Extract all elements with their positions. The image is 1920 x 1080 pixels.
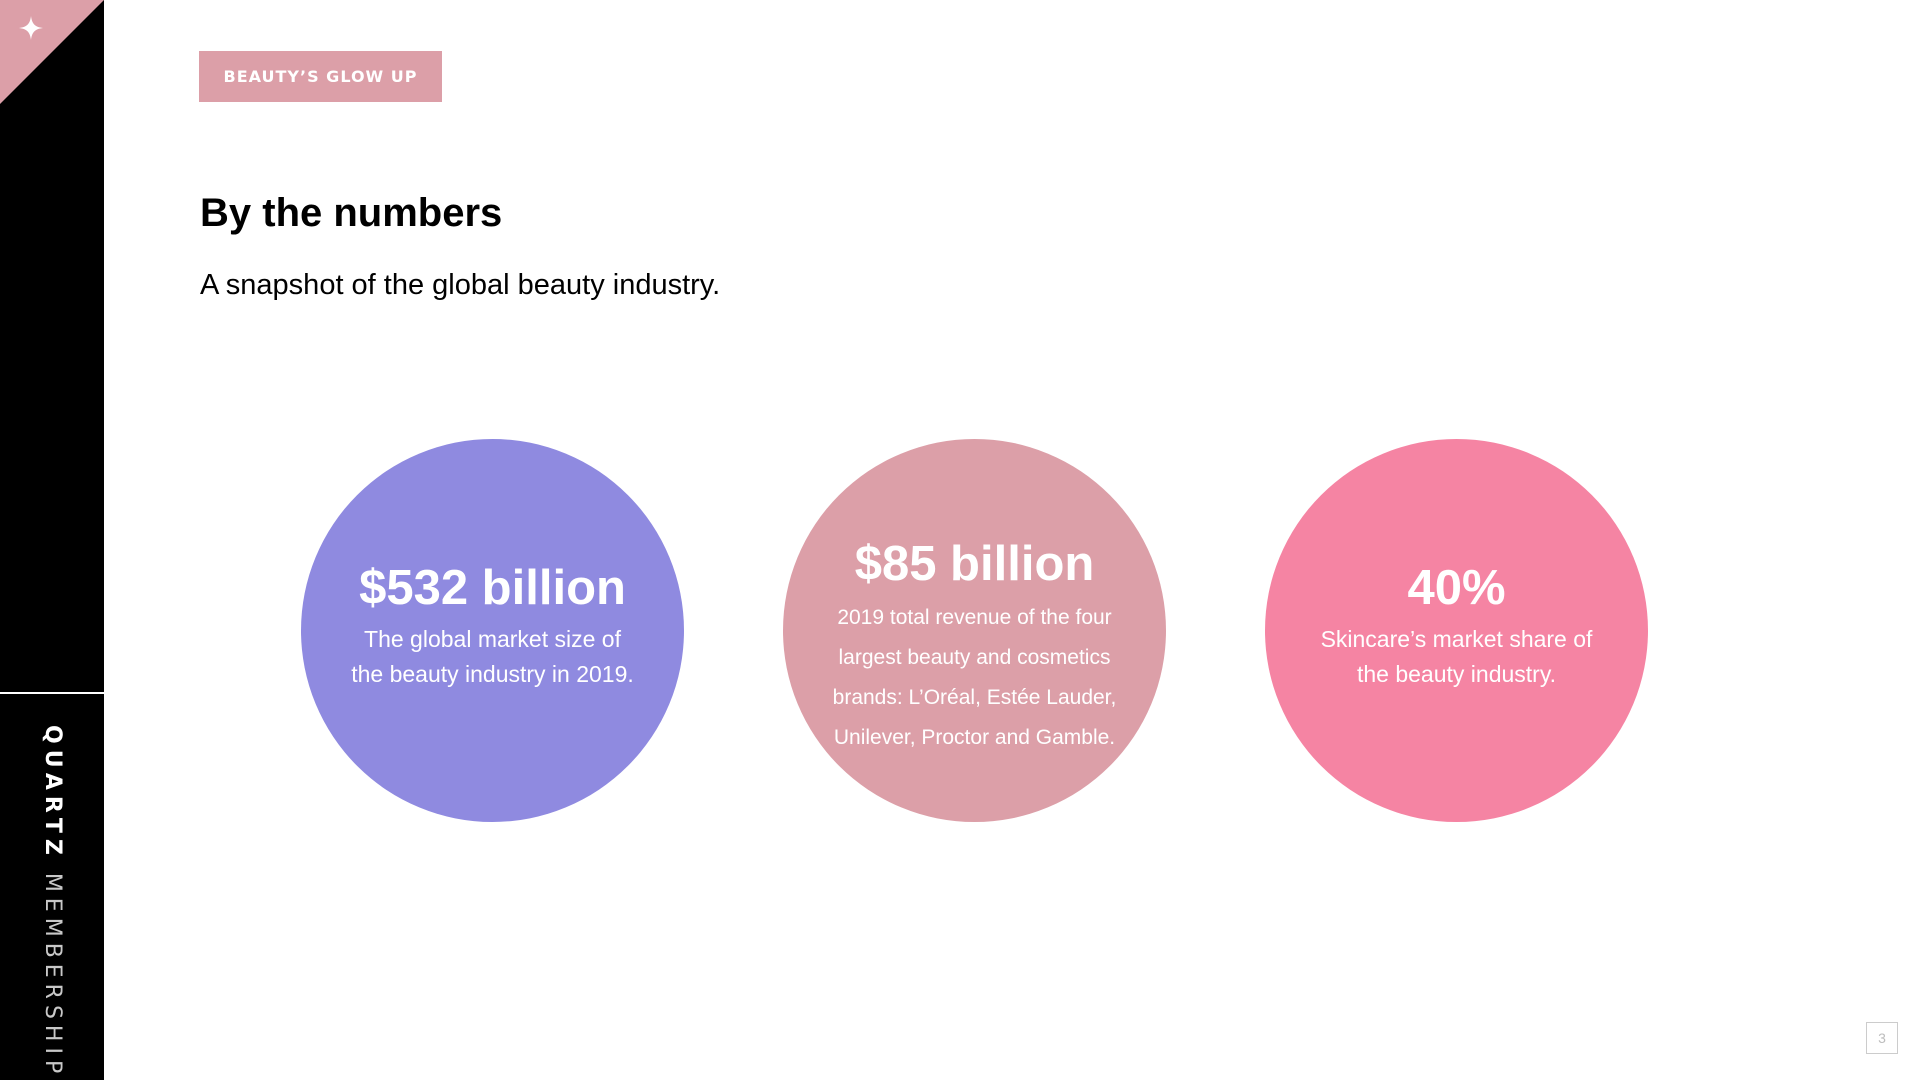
stat-value: 40%: [1407, 561, 1506, 615]
stat-circle-skincare-share: 40% Skincare’s market share of the beaut…: [1265, 439, 1648, 822]
section-tag: BEAUTY’S GLOW UP: [199, 51, 442, 102]
page-number: 3: [1866, 1022, 1898, 1054]
sparkle-icon: [19, 16, 43, 40]
corner-accent: [0, 0, 104, 104]
page-subtitle: A snapshot of the global beauty industry…: [200, 269, 721, 301]
stat-circle-market-size: $532 billion The global market size of t…: [301, 439, 684, 822]
brand-membership: MEMBERSHIP: [40, 872, 65, 1080]
stat-value: $85 billion: [854, 537, 1095, 591]
stat-value: $532 billion: [359, 561, 626, 615]
stat-description: Skincare’s market share of the beauty in…: [1320, 626, 1593, 687]
brand-name: QUARTZ: [40, 725, 65, 861]
sidebar-divider: [0, 692, 104, 694]
stat-circle-top-brands-revenue: $85 billion 2019 total revenue of the fo…: [783, 439, 1166, 822]
stat-description: The global market size of the beauty ind…: [351, 626, 634, 687]
page-title: By the numbers: [200, 191, 503, 235]
brand-logo: QUARTZ MEMBERSHIP: [40, 725, 65, 1080]
stat-description: 2019 total revenue of the four largest b…: [832, 606, 1117, 749]
sidebar: QUARTZ MEMBERSHIP: [0, 0, 104, 1080]
